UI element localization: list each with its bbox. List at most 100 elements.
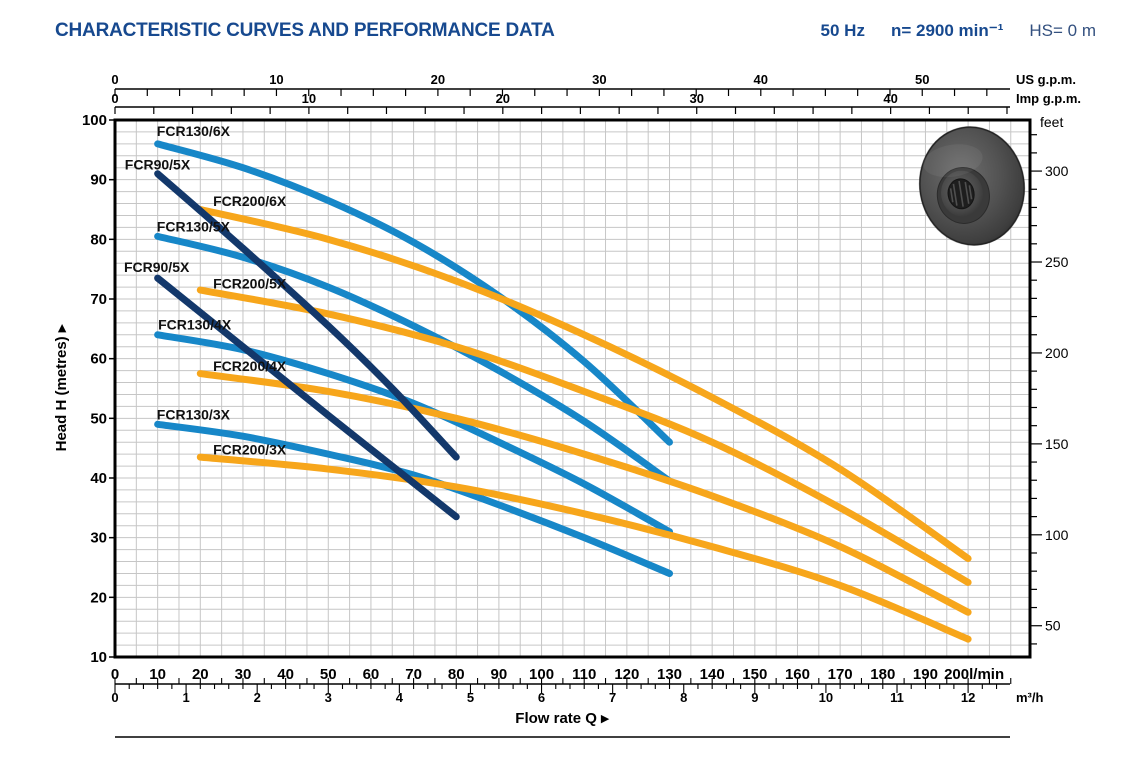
svg-text:70: 70 (90, 291, 107, 308)
svg-text:30: 30 (592, 72, 606, 87)
svg-text:0: 0 (111, 91, 118, 106)
curve-label-FCR200/3X-7: FCR200/3X (213, 442, 287, 458)
svg-text:3: 3 (325, 690, 332, 705)
lmin-axis-unit: 200l/min (944, 666, 1004, 683)
curve-labels: FCR130/6X FCR130/5X FCR130/4X FCR130/3X FCR2… (124, 123, 287, 458)
curve-FCR200/5X-5 (196, 286, 972, 586)
svg-text:100: 100 (529, 666, 554, 683)
curve-FCR130/6X-0 (154, 140, 674, 446)
svg-text:80: 80 (448, 666, 465, 683)
svg-text:10: 10 (269, 72, 283, 87)
svg-text:20: 20 (192, 666, 209, 683)
svg-text:170: 170 (828, 666, 853, 683)
imp-gpm-axis-unit: Imp g.p.m. (1016, 91, 1081, 106)
svg-text:60: 60 (363, 666, 380, 683)
svg-text:0: 0 (111, 72, 118, 87)
svg-text:6: 6 (538, 690, 545, 705)
svg-text:40: 40 (277, 666, 294, 683)
curve-FCR200/4X-6 (196, 370, 972, 616)
svg-text:150: 150 (742, 666, 767, 683)
axis-head-metres: 10 20 30 40 50 60 70 80 90 100 Head H (metres) ▸ (53, 112, 115, 666)
svg-text:30: 30 (689, 91, 703, 106)
svg-text:90: 90 (491, 666, 508, 683)
svg-text:10: 10 (90, 649, 107, 666)
axis-m3h: 0 1 2 3 4 5 6 7 8 9 10 11 12 m³/h (111, 678, 1044, 705)
axis-imp-gpm: 0 10 20 30 40 Imp g.p.m. (111, 91, 1081, 114)
svg-text:160: 160 (785, 666, 810, 683)
svg-text:0: 0 (111, 690, 118, 705)
svg-text:100: 100 (82, 112, 107, 129)
curve-FCR130/5X-1 (154, 232, 674, 485)
us-gpm-axis-unit: US g.p.m. (1016, 72, 1076, 87)
svg-text:1: 1 (182, 690, 189, 705)
axis-us-gpm: 0 10 20 30 40 50 US g.p.m. (111, 72, 1076, 96)
operating-specs: 50 Hz n= 2900 min⁻¹ HS= 0 m (821, 21, 1096, 41)
axis-feet: 50 100 150 200 250 300 feet (1030, 114, 1069, 645)
svg-text:12: 12 (961, 690, 975, 705)
svg-text:50: 50 (1045, 618, 1061, 634)
svg-text:40: 40 (754, 72, 768, 87)
svg-text:300: 300 (1045, 163, 1069, 179)
plot-frame (113, 118, 1032, 659)
svg-text:40: 40 (883, 91, 897, 106)
curve-label-FCR200/5X-5: FCR200/5X (213, 275, 287, 291)
curve-FCR200/6X-4 (196, 206, 972, 563)
svg-text:30: 30 (235, 666, 252, 683)
svg-text:10: 10 (302, 91, 316, 106)
impeller-image (918, 126, 1026, 246)
svg-text:200: 200 (1045, 345, 1069, 361)
svg-text:2: 2 (254, 690, 261, 705)
header: CHARACTERISTIC CURVES AND PERFORMANCE DA… (55, 20, 1096, 54)
curve-label-FCR130/6X-0: FCR130/6X (157, 123, 231, 139)
svg-text:20: 20 (496, 91, 510, 106)
axis-lmin: 0 10 20 30 40 50 60 70 80 90 100 110 120 130 140 150 160… (111, 666, 1004, 683)
curve-FCR90/5X-9 (154, 274, 460, 521)
x-axis-title-group: Flow rate Q ▸ (115, 710, 1010, 738)
frequency-label: 50 Hz (820, 21, 865, 40)
page-title: CHARACTERISTIC CURVES AND PERFORMANCE DA… (55, 20, 555, 41)
curve-label-FCR130/4X-2: FCR130/4X (158, 316, 232, 332)
impeller-graphic (918, 126, 1026, 246)
feet-axis-unit: feet (1040, 114, 1063, 130)
curve-label-FCR200/6X-4: FCR200/6X (213, 193, 287, 209)
svg-text:50: 50 (320, 666, 337, 683)
curve-label-FCR90/5X-9: FCR90/5X (124, 259, 190, 275)
x-axis-title: Flow rate Q ▸ (515, 710, 610, 727)
svg-text:90: 90 (90, 172, 107, 189)
svg-text:190: 190 (913, 666, 938, 683)
curve-label-FCR90/5X-8: FCR90/5X (125, 157, 191, 173)
svg-text:20: 20 (431, 72, 445, 87)
m3h-axis-unit: m³/h (1016, 690, 1044, 705)
svg-text:10: 10 (819, 690, 833, 705)
svg-text:9: 9 (751, 690, 758, 705)
svg-text:40: 40 (90, 470, 107, 487)
svg-text:8: 8 (680, 690, 687, 705)
curve-label-FCR130/5X-1: FCR130/5X (157, 219, 231, 235)
svg-text:11: 11 (890, 690, 904, 705)
svg-text:150: 150 (1045, 436, 1069, 452)
svg-text:130: 130 (657, 666, 682, 683)
svg-text:10: 10 (149, 666, 166, 683)
svg-text:4: 4 (396, 690, 404, 705)
svg-text:0: 0 (111, 666, 119, 683)
y-axis-title: Head H (metres) ▸ (53, 323, 70, 451)
curve-FCR200/3X-7 (196, 453, 972, 643)
curve-FCR90/5X-8 (154, 170, 460, 461)
curve-FCR130/3X-3 (154, 420, 674, 577)
svg-text:140: 140 (700, 666, 725, 683)
svg-text:180: 180 (870, 666, 895, 683)
svg-text:60: 60 (90, 351, 107, 368)
svg-text:80: 80 (90, 231, 107, 248)
svg-text:110: 110 (572, 666, 596, 683)
svg-text:30: 30 (90, 530, 107, 547)
speed-label: n= 2900 min⁻¹ (890, 21, 1004, 40)
curve-label-FCR200/4X-6: FCR200/4X (213, 358, 287, 374)
svg-text:250: 250 (1045, 254, 1069, 270)
curve-label-FCR130/3X-3: FCR130/3X (157, 407, 231, 423)
svg-text:20: 20 (90, 589, 107, 606)
svg-text:70: 70 (405, 666, 422, 683)
svg-text:5: 5 (467, 690, 474, 705)
